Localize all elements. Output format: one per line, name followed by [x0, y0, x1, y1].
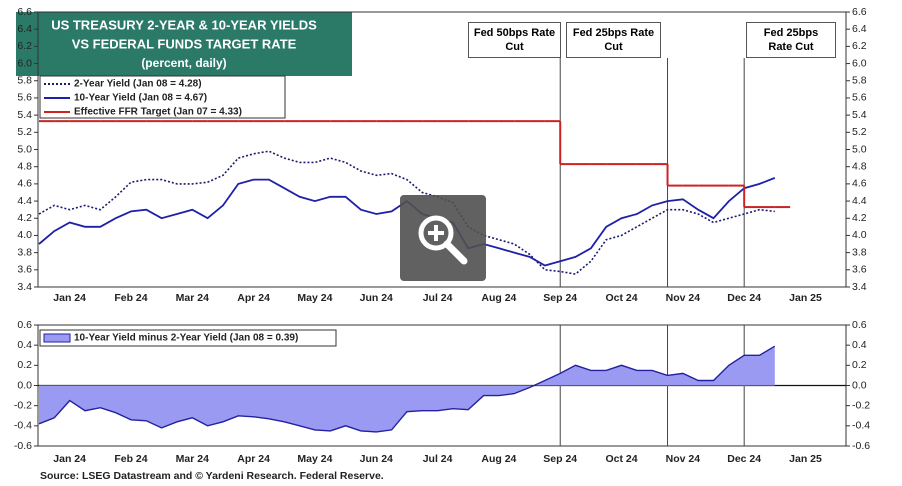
y-tick-label: 4.2 [17, 212, 32, 224]
y2-tick-label: 4.2 [852, 212, 867, 224]
area-series [39, 346, 775, 432]
y-tick-label: 4.6 [17, 178, 32, 190]
chart-subtitle: (percent, daily) [141, 56, 226, 70]
y-tick-label: 4.8 [17, 160, 32, 172]
y2-tick-label: 4.8 [852, 160, 867, 172]
x-tick-label: Jul 24 [423, 292, 453, 304]
y-tick-label: 6.6 [17, 6, 32, 18]
y-tick-label: 6.4 [17, 23, 32, 35]
x-tick-label: Jan 24 [53, 292, 86, 304]
area-outline [38, 345, 776, 433]
annotation: Fed 50bps Rate Cut [468, 22, 561, 58]
y-tick-label: 5.8 [17, 75, 32, 87]
y-tick-label: 5.4 [17, 109, 32, 121]
legend-label: Effective FFR Target (Jan 07 = 4.33) [74, 107, 242, 118]
annotation: Fed 25bps Rate Cut [566, 22, 661, 58]
y2-tick-label: -0.6 [852, 440, 870, 452]
y2-tick-label: 6.2 [852, 40, 867, 52]
y2-tick-label: 5.2 [852, 126, 867, 138]
y-tick-label: 4.4 [17, 195, 32, 207]
legend-swatch [43, 333, 71, 343]
x-tick-label: Sep 24 [543, 292, 577, 304]
x-tick-label: Feb 24 [114, 453, 147, 465]
y2-tick-label: 6.0 [852, 57, 867, 69]
y-tick-label: 6.2 [17, 40, 32, 52]
zoom-button[interactable] [400, 195, 486, 281]
y2-tick-label: 5.4 [852, 109, 867, 121]
y-tick-label: 3.6 [17, 264, 32, 276]
x-tick-label: Jun 24 [360, 453, 393, 465]
x-tick-label: Jan 25 [789, 453, 822, 465]
y-tick-label: 0.4 [17, 339, 32, 351]
y2-tick-label: 3.6 [852, 264, 867, 276]
x-tick-label: May 24 [297, 453, 332, 465]
y-tick-label: 0.6 [17, 319, 32, 331]
legend-box [39, 75, 286, 119]
y-tick-label: 4.0 [17, 229, 32, 241]
x-tick-label: Oct 24 [605, 292, 637, 304]
x-tick-label: Sep 24 [543, 453, 577, 465]
x-tick-label: Jan 24 [53, 453, 86, 465]
y-tick-label: 0.0 [17, 379, 32, 391]
y2-tick-label: 4.0 [852, 229, 867, 241]
y2-tick-label: 0.6 [852, 319, 867, 331]
y-tick-label: 0.2 [17, 359, 32, 371]
legend-label: 2-Year Yield (Jan 08 = 4.28) [74, 79, 202, 90]
y2-tick-label: 5.8 [852, 75, 867, 87]
chart-title: US TREASURY 2-YEAR & 10-YEAR YIELDS [51, 17, 317, 32]
y-tick-label: -0.6 [14, 440, 32, 452]
title-box [16, 12, 352, 76]
y-tick-label: 5.0 [17, 143, 32, 155]
y2-tick-label: -0.4 [852, 420, 870, 432]
y-tick-label: 6.0 [17, 57, 32, 69]
legend-label: 10-Year Yield minus 2-Year Yield (Jan 08… [74, 333, 298, 344]
x-tick-label: May 24 [297, 292, 332, 304]
y-tick-label: 5.6 [17, 92, 32, 104]
y2-tick-label: 0.0 [852, 379, 867, 391]
x-tick-label: Nov 24 [666, 292, 701, 304]
y2-tick-label: 6.6 [852, 6, 867, 18]
y-tick-label: -0.2 [14, 399, 32, 411]
annotation: Fed 25bps Rate Cut [746, 22, 836, 58]
x-tick-label: Apr 24 [237, 453, 270, 465]
x-tick-label: Nov 24 [666, 453, 701, 465]
x-tick-label: Dec 24 [727, 292, 761, 304]
legend-label: 10-Year Yield (Jan 08 = 4.67) [74, 93, 207, 104]
y2-tick-label: 3.4 [852, 281, 867, 293]
x-tick-label: Apr 24 [237, 292, 270, 304]
x-tick-label: Jul 24 [423, 453, 453, 465]
y2-tick-label: 5.6 [852, 92, 867, 104]
y2-tick-label: 4.4 [852, 195, 867, 207]
y-tick-label: 5.2 [17, 126, 32, 138]
source-note: Source: LSEG Datastream and © Yardeni Re… [40, 470, 384, 482]
legend-box [39, 329, 337, 347]
x-tick-label: Jun 24 [360, 292, 393, 304]
line-series [38, 150, 775, 275]
x-tick-label: Mar 24 [176, 292, 209, 304]
y2-tick-label: -0.2 [852, 399, 870, 411]
y2-tick-label: 3.8 [852, 246, 867, 258]
y2-tick-label: 6.4 [852, 23, 867, 35]
y-tick-label: 3.8 [17, 246, 32, 258]
y2-tick-label: 5.0 [852, 143, 867, 155]
x-tick-label: Feb 24 [114, 292, 147, 304]
y2-tick-label: 0.2 [852, 359, 867, 371]
x-tick-label: Mar 24 [176, 453, 209, 465]
y-tick-label: 3.4 [17, 281, 32, 293]
x-tick-label: Jan 25 [789, 292, 822, 304]
x-tick-label: Aug 24 [481, 292, 516, 304]
y2-tick-label: 4.6 [852, 178, 867, 190]
chart-title: VS FEDERAL FUNDS TARGET RATE [72, 36, 297, 51]
y2-tick-label: 0.4 [852, 339, 867, 351]
x-tick-label: Aug 24 [481, 453, 516, 465]
x-tick-label: Oct 24 [605, 453, 637, 465]
x-tick-label: Dec 24 [727, 453, 761, 465]
y-tick-label: -0.4 [14, 420, 32, 432]
